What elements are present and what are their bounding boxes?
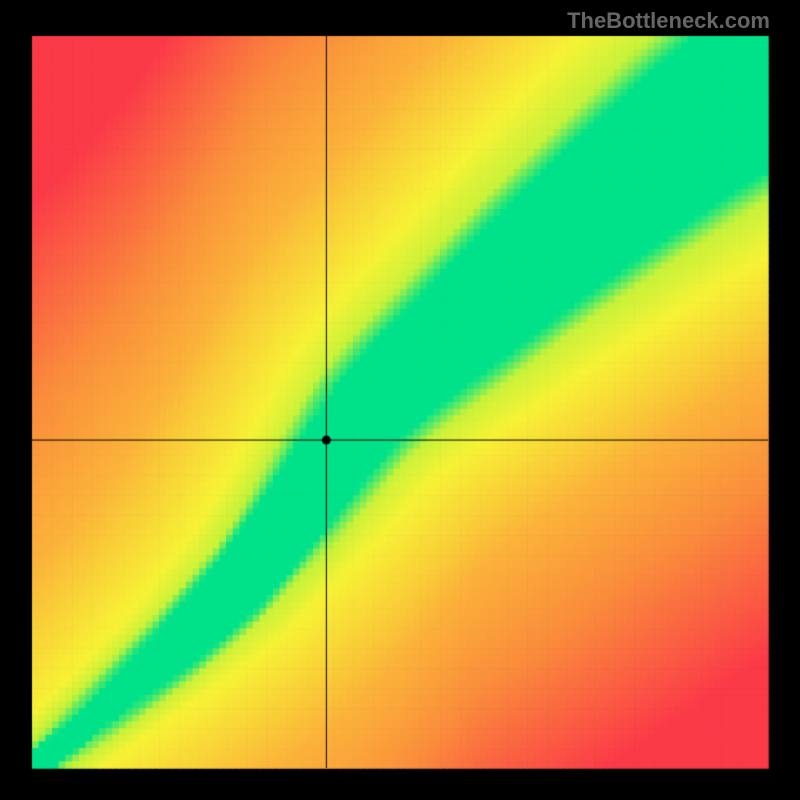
watermark-text: TheBottleneck.com [567, 8, 770, 34]
chart-container: TheBottleneck.com [0, 0, 800, 800]
heatmap-canvas [0, 0, 800, 800]
